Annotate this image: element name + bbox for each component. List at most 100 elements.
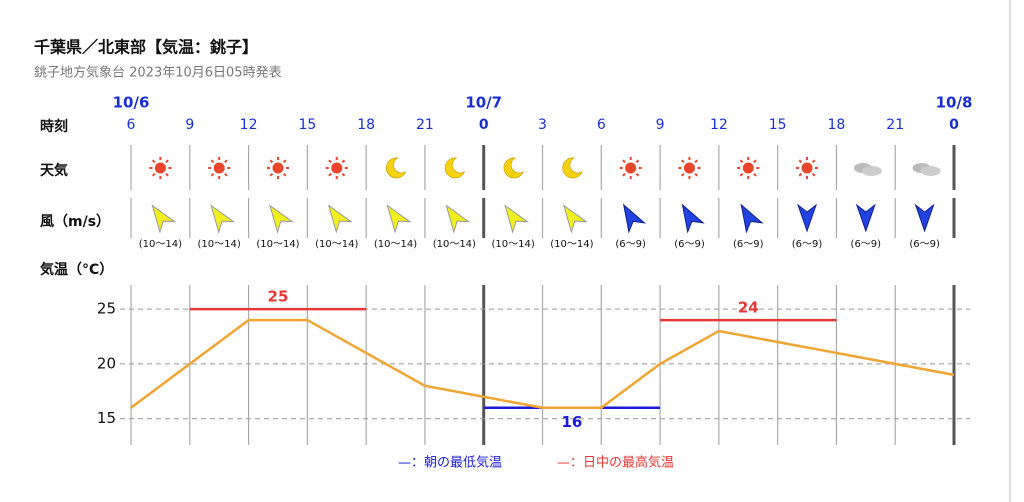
sun-ray	[224, 172, 228, 177]
weather-icon	[619, 157, 642, 179]
sun-ray	[622, 159, 626, 164]
sun-ray	[798, 172, 803, 177]
wind-arrow	[210, 204, 236, 234]
weather-icon	[737, 157, 760, 179]
sun-ray	[328, 172, 332, 177]
sun-ray	[811, 159, 816, 164]
wind-arrow	[386, 204, 412, 234]
hour-label: 21	[886, 117, 904, 133]
hour-label: 9	[656, 117, 665, 133]
wind-range: (6〜9)	[792, 239, 823, 250]
sun-ray	[739, 159, 744, 164]
legend-entry: —：日中の最高気温	[557, 455, 674, 471]
temp-label: 16	[561, 413, 582, 431]
sun-ray	[341, 172, 346, 177]
sun-ray	[341, 159, 346, 164]
wind-arrow	[681, 203, 705, 234]
hour-label: 9	[185, 117, 194, 133]
moon	[444, 157, 466, 179]
weather-icon	[386, 157, 407, 179]
cloud	[861, 166, 882, 176]
weather-icon	[444, 157, 466, 179]
hour-label: 3	[538, 117, 547, 133]
row-label: 天気	[40, 162, 68, 179]
temp-label: 25	[268, 288, 289, 306]
row-label: 時刻	[40, 118, 68, 135]
wind-arrow	[151, 204, 177, 234]
sun-ray	[165, 172, 169, 177]
wind-range: (6〜9)	[674, 239, 705, 250]
weather-icon	[208, 157, 231, 179]
moon	[562, 157, 583, 179]
temp-label: 24	[738, 299, 759, 317]
wind-arrow	[269, 204, 294, 234]
hour-label: 21	[416, 117, 434, 133]
sun-ray	[622, 172, 626, 177]
sun-ray	[753, 172, 757, 177]
wind-range: (6〜9)	[733, 239, 764, 250]
wind-range: (10〜14)	[433, 239, 476, 250]
weather-icon	[912, 163, 941, 176]
wind-arrow	[740, 203, 764, 234]
weather-icon	[266, 157, 289, 179]
date-label: 10/7	[465, 94, 502, 112]
y-tick-label: 20	[97, 354, 116, 372]
wind-range: (10〜14)	[256, 239, 299, 250]
hour-label: 0	[479, 117, 489, 133]
row-label: 気温（°C）	[40, 261, 113, 278]
sun-ray	[151, 172, 156, 177]
weather-icon	[325, 157, 348, 179]
wind-range: (6〜9)	[851, 239, 882, 250]
sun-ray	[680, 159, 685, 164]
wind-range: (10〜14)	[491, 239, 534, 250]
sun-ray	[282, 159, 287, 164]
sun-ray	[694, 159, 698, 164]
hour-label: 18	[828, 117, 846, 133]
star	[389, 164, 394, 168]
weather-icon	[562, 157, 583, 179]
weather-icon	[678, 157, 701, 179]
sun	[625, 162, 637, 174]
hour-label: 0	[949, 117, 959, 133]
wind-arrow	[504, 204, 530, 234]
sun-ray	[753, 159, 757, 164]
sun-ray	[798, 159, 803, 164]
wind-range: (10〜14)	[550, 239, 593, 250]
sun	[742, 162, 754, 174]
sun-ray	[210, 172, 215, 177]
row-label: 風（m/s）	[40, 214, 110, 230]
weather-icon	[796, 157, 819, 179]
title: 千葉県／北東部【気温：銚子】	[34, 38, 258, 57]
sun	[154, 162, 166, 174]
y-tick-label: 25	[97, 300, 116, 318]
sun-ray	[151, 159, 156, 164]
hour-label: 18	[357, 117, 375, 133]
sun-ray	[269, 172, 274, 177]
sun-ray	[680, 172, 685, 177]
moon	[503, 157, 524, 179]
hour-label: 12	[240, 117, 258, 133]
wind-arrow	[562, 204, 588, 234]
wind-arrow	[445, 204, 471, 234]
weather-icon	[853, 163, 882, 176]
wind-arrow	[914, 203, 935, 233]
sun-ray	[282, 172, 287, 177]
hour-label: 15	[769, 117, 787, 133]
date-label: 10/6	[113, 94, 150, 112]
wind-arrow	[622, 203, 647, 234]
wind-arrow	[327, 204, 353, 234]
wind-range: (10〜14)	[139, 239, 182, 250]
sun-ray	[165, 159, 169, 164]
sun-ray	[210, 159, 215, 164]
sun	[331, 162, 343, 174]
wind-arrow	[855, 203, 876, 233]
date-label: 10/8	[936, 94, 973, 112]
wind-arrow	[797, 203, 818, 233]
hour-label: 6	[127, 117, 136, 133]
sun	[213, 162, 225, 174]
sun-ray	[635, 159, 640, 164]
sun-ray	[635, 172, 640, 177]
legend-entry: —：朝の最低気温	[398, 455, 502, 471]
